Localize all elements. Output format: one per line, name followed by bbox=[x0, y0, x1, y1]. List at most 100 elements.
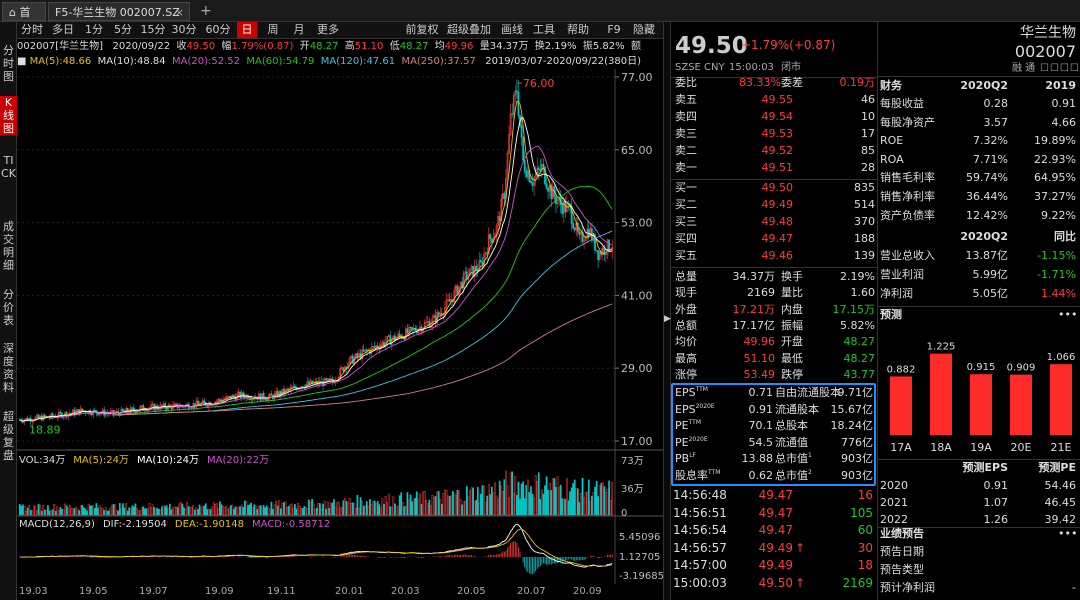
eps-h-1: 预测PE bbox=[1038, 461, 1076, 474]
x-tick-0: 19.03 bbox=[19, 586, 48, 597]
sidebar-item-price-table[interactable]: 分价表 bbox=[3, 288, 14, 327]
valuation-box: EPSTTM 0.71 自由流通股本 9.71亿 EPS2020E 0.91 流通股本 15.… bbox=[671, 383, 876, 486]
pe-value: 46.45 bbox=[1044, 496, 1077, 509]
valuation-label-2: 总市值1 bbox=[775, 451, 812, 467]
quote-panel: 49.50 +1.79%(+0.87) SZSE CNY 15:00:03 闭市… bbox=[671, 22, 878, 600]
fin-h-1: 2020Q2 bbox=[960, 79, 1008, 92]
notice-row-0: 预告日期 bbox=[880, 543, 1078, 561]
tick-time: 15:00:03 bbox=[673, 575, 727, 590]
valuation-label-text: PE bbox=[675, 435, 689, 449]
weibi-value: 83.33% bbox=[739, 76, 781, 89]
close-icon[interactable]: × bbox=[174, 6, 184, 19]
fin-label: ROE bbox=[880, 134, 904, 148]
fin-label: 资产负债率 bbox=[880, 208, 935, 222]
tab-period-2[interactable]: 1分 bbox=[85, 23, 103, 36]
financial-panel: 华兰生物 002007 融 通 ☐☐☐☐ 财务 2020Q2 2019 每股收益 0.2… bbox=[878, 22, 1080, 600]
vol-value: 34.37万 bbox=[489, 41, 529, 52]
bid-volume: 188 bbox=[854, 232, 875, 245]
avg-value: 49.96 bbox=[444, 41, 474, 52]
fin2-value-2: -1.15% bbox=[1037, 249, 1076, 262]
fin-h-0: 财务 bbox=[880, 79, 902, 92]
fin-value-1: 12.42% bbox=[966, 208, 1008, 222]
toolbar-right-3[interactable]: 工具 bbox=[533, 23, 555, 36]
fin-header-2: 2020Q2 同比 bbox=[880, 228, 1078, 246]
ma-square-icon: ■ bbox=[17, 56, 27, 67]
sidebar-item-kline[interactable]: K线图 bbox=[0, 96, 17, 135]
amt-label: 额 bbox=[631, 41, 642, 52]
toolbar-right-4[interactable]: 帮助 bbox=[567, 23, 589, 36]
title-bar: ⌂ 首页 F5-华兰生物 002007.SZ× + bbox=[0, 0, 1080, 38]
tab-period-3[interactable]: 5分 bbox=[114, 23, 132, 36]
stock-code-large: 002007 bbox=[1014, 42, 1076, 61]
tab-period-7[interactable]: 日 bbox=[237, 22, 257, 38]
stock-name: 华兰生物 bbox=[1020, 25, 1076, 41]
high-value: 51.10 bbox=[354, 41, 384, 52]
macd-tick-0: 5.45096 bbox=[619, 532, 660, 543]
valuation-label-2-text: 总市值 bbox=[775, 468, 808, 482]
stat-label: 最高 bbox=[675, 351, 697, 365]
ask-row-1: 卖四 49.54 10 bbox=[675, 108, 875, 125]
x-tick-7: 20.05 bbox=[457, 586, 486, 597]
valuation-value: 13.88 bbox=[741, 452, 774, 465]
valuation-label-sup: 2020E bbox=[695, 402, 715, 410]
hide-button[interactable]: 隐藏 bbox=[633, 23, 655, 36]
sidebar-item-profile[interactable]: 深度资料 bbox=[3, 342, 14, 394]
panel-splitter[interactable]: ▶ bbox=[663, 22, 671, 600]
up-arrow-icon: ↑ bbox=[795, 540, 806, 555]
vol-tick-0: 73万 bbox=[621, 456, 644, 467]
tab-period-8[interactable]: 周 bbox=[267, 23, 279, 36]
tab-period-1[interactable]: 多日 bbox=[52, 23, 74, 36]
forecast-category-4: 21E bbox=[1051, 441, 1072, 454]
fin-value-1: 7.71% bbox=[973, 152, 1008, 166]
valuation-row-5: 股息率TTM 0.62 总市值2 903亿 bbox=[675, 468, 873, 484]
sidebar-item-timeshare[interactable]: 分时图 bbox=[3, 44, 14, 83]
tick-price: 49.49 bbox=[758, 558, 793, 572]
forecast-bar-3 bbox=[1010, 374, 1032, 435]
tab-period-9[interactable]: 月 bbox=[293, 23, 305, 36]
kline-chart[interactable]: 77.00 65.00 53.00 41.00 29.00 17.00 73万 36万 0 5.4… bbox=[17, 69, 663, 584]
forecast-value-1: 1.225 bbox=[927, 342, 956, 353]
sidebar-item-replay[interactable]: 超级复盘 bbox=[3, 410, 14, 462]
tick-volume: 30 bbox=[857, 540, 873, 555]
sidebar-item-trades[interactable]: 成交明细 bbox=[3, 220, 14, 272]
tab-period-4[interactable]: 15分 bbox=[140, 23, 166, 36]
eps-value: 1.26 bbox=[983, 513, 1009, 526]
add-tab-icon[interactable]: + bbox=[200, 3, 212, 19]
tab-stock[interactable]: F5-华兰生物 002007.SZ × bbox=[48, 2, 190, 21]
eps-year: 2020 bbox=[880, 479, 908, 492]
toolbar-right-0[interactable]: 前复权 bbox=[405, 23, 439, 36]
x-tick-6: 20.03 bbox=[391, 586, 420, 597]
stat-row-4: 均价 49.96 开盘 48.27 bbox=[675, 333, 875, 350]
toolbar-right-2[interactable]: 画线 bbox=[501, 23, 523, 36]
f9-button[interactable]: F9 bbox=[607, 23, 621, 36]
notice-value: - bbox=[1072, 581, 1076, 594]
valuation-value-2: 15.67亿 bbox=[830, 402, 874, 416]
tick-price: 49.47 bbox=[758, 523, 793, 537]
tab-period-5[interactable]: 30分 bbox=[171, 23, 197, 36]
bid-label: 买一 bbox=[675, 181, 697, 194]
price-tick-3: 41.00 bbox=[621, 289, 653, 302]
bid-volume: 370 bbox=[854, 215, 875, 228]
bid-volume: 139 bbox=[854, 249, 875, 262]
forecast-bar-2 bbox=[970, 374, 992, 435]
tab-home[interactable]: ⌂ 首页 bbox=[2, 2, 46, 38]
ask-price: 49.51 bbox=[761, 161, 794, 174]
sidebar-item-tick[interactable]: TICK bbox=[1, 154, 16, 180]
valuation-value-2: 776亿 bbox=[841, 435, 873, 449]
collapse-arrow-icon[interactable]: ▶ bbox=[664, 314, 671, 324]
ma120-value: MA(120):47.61 bbox=[320, 56, 396, 67]
fin-row2-1: 营业利润 5.99亿 -1.71% bbox=[880, 266, 1078, 284]
toolbar-right-1[interactable]: 超级叠加 bbox=[447, 23, 491, 36]
tick-row-1: 14:56:51 49.47 105 bbox=[673, 505, 875, 522]
ma250-value: MA(250):37.57 bbox=[401, 56, 476, 67]
open-value: 48.27 bbox=[309, 41, 339, 52]
notice-more: ••• bbox=[1058, 527, 1078, 540]
toolbar-icons[interactable]: ☐☐☐☐ bbox=[1040, 63, 1080, 74]
tab-period-10[interactable]: 更多 bbox=[317, 23, 339, 36]
tab-period-0[interactable]: 分时 bbox=[21, 23, 43, 36]
valuation-label-2: 流通股本 bbox=[775, 402, 819, 418]
tab-period-6[interactable]: 60分 bbox=[205, 23, 231, 36]
ma20-value: MA(20):52.52 bbox=[172, 56, 240, 67]
fin-label: 每股收益 bbox=[880, 97, 924, 110]
